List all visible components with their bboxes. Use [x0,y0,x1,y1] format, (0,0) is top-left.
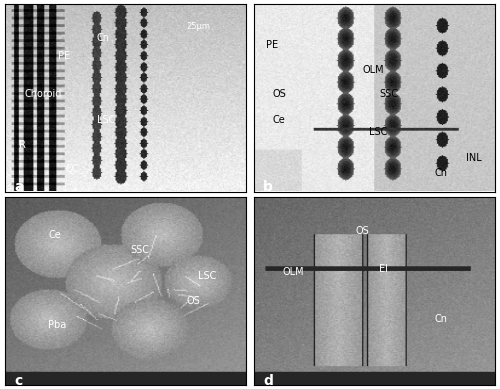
Text: OLM: OLM [362,65,384,75]
Text: Ce: Ce [48,230,61,240]
Text: 25μm: 25μm [186,22,210,31]
Text: OS: OS [273,89,286,99]
Text: SSC: SSC [130,245,150,255]
Text: LSC: LSC [370,126,388,137]
Text: a: a [14,180,24,194]
Text: OS: OS [186,296,200,306]
Text: b: b [264,180,273,194]
Text: Pba: Pba [48,320,66,330]
Text: d: d [264,374,273,388]
Text: SSC: SSC [379,89,398,99]
Text: INL: INL [466,153,482,163]
Text: Cn: Cn [434,314,448,324]
Text: LSC: LSC [96,115,115,125]
Text: PE: PE [266,40,278,50]
Text: Cn: Cn [96,33,110,43]
Text: Ce: Ce [273,115,285,125]
Text: OLM: OLM [282,267,304,277]
Text: R: R [20,140,26,150]
Text: PE: PE [58,51,70,61]
Text: Choroid: Choroid [24,89,62,99]
Text: Cn: Cn [434,168,448,178]
Text: LSC: LSC [198,271,216,281]
Text: El: El [379,264,388,274]
Text: CC: CC [66,164,79,174]
Text: c: c [14,374,23,388]
Text: OS: OS [355,226,369,236]
